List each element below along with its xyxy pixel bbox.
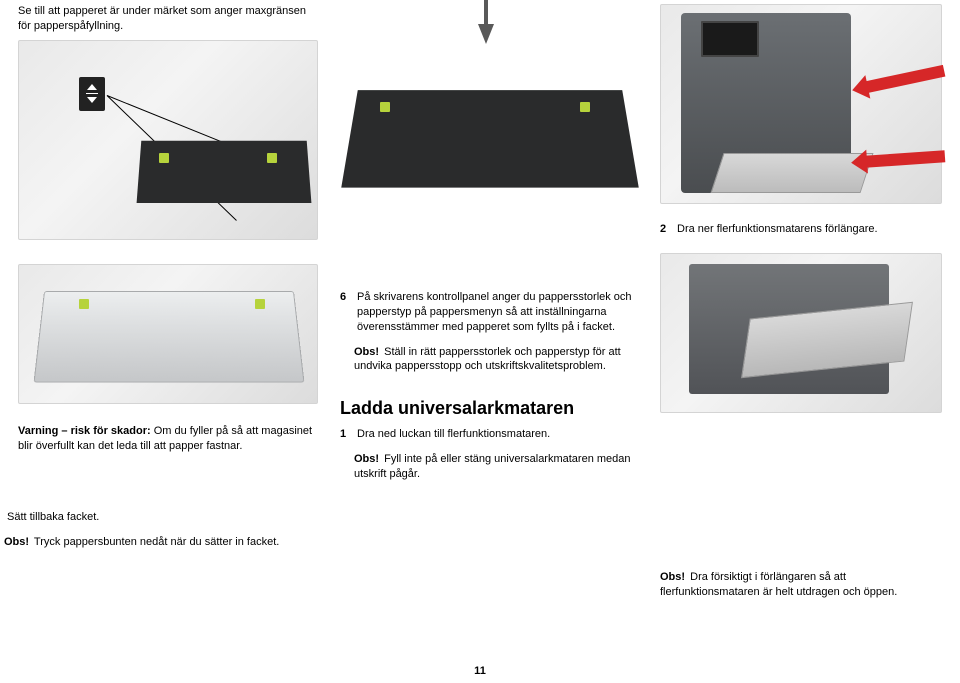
step-2: 2 Dra ner flerfunktionsmatarens förlänga… [660,222,942,237]
obs-text: Ställ in rätt pappersstorlek och pappers… [354,346,621,373]
step-5-number: 5 [0,510,4,525]
left-column: Se till att papperet är under märket som… [18,4,318,453]
red-arrow-icon [865,150,946,168]
obs-label: Obs! [660,571,685,583]
step-6-number: 6 [340,290,354,335]
step-2-number: 2 [660,222,674,237]
overfill-warning: Varning – risk för skador: Om du fyller … [18,424,318,454]
warning-label: Varning – risk för skador: [18,425,151,437]
mid-obs: Obs! Ställ in rätt pappersstorlek och pa… [354,345,640,375]
mid-text-block: 6 På skrivarens kontrollpanel anger du p… [340,290,640,482]
obs-label: Obs! [354,453,379,465]
step-2-text: Dra ner flerfunktionsmatarens förlängare… [677,222,942,237]
section-title: Ladda universalarkmataren [340,398,640,419]
tray-maxfill-illustration [18,40,318,240]
guide-arrow-illustration [340,4,640,234]
obs-label: Obs! [4,536,29,548]
step-5: 5 Sätt tillbaka facket. [0,510,300,525]
tray-illustration [18,264,318,404]
left-obs: Obs! Tryck pappersbunten nedåt när du sä… [4,535,300,550]
left-step5-block: 5 Sätt tillbaka facket. Obs! Tryck pappe… [0,510,300,550]
multipurpose-feeder-illustration [660,253,942,413]
step-6-text: På skrivarens kontrollpanel anger du pap… [357,290,640,335]
right-step-block: 2 Dra ner flerfunktionsmatarens förlänga… [660,222,942,413]
left-intro: Se till att papperet är under märket som… [18,4,318,34]
right-column [660,4,942,204]
red-arrow-icon [865,65,946,93]
page-number: 11 [474,665,486,677]
step-6: 6 På skrivarens kontrollpanel anger du p… [340,290,640,335]
obs-text: Dra försiktigt i förlängaren så att fler… [660,571,897,598]
right-obs: Obs! Dra försiktigt i förlängaren så att… [660,570,942,600]
printer-illustration [660,4,942,204]
step-1-text: Dra ned luckan till flerfunktionsmataren… [357,427,640,442]
obs-label: Obs! [354,346,379,358]
mid-column [340,4,640,234]
obs-text: Tryck pappersbunten nedåt när du sätter … [31,536,279,548]
step-5-text: Sätt tillbaka facket. [7,510,300,525]
obs-text: Fyll inte på eller stäng universalarkmat… [354,453,631,480]
down-arrow-icon [478,24,494,44]
right-obs-block: Obs! Dra försiktigt i förlängaren så att… [660,570,942,600]
step-1: 1 Dra ned luckan till flerfunktionsmatar… [340,427,640,442]
mid-obs-2: Obs! Fyll inte på eller stäng universala… [354,452,640,482]
fill-level-badge [79,77,105,111]
step-1-number: 1 [340,427,354,442]
